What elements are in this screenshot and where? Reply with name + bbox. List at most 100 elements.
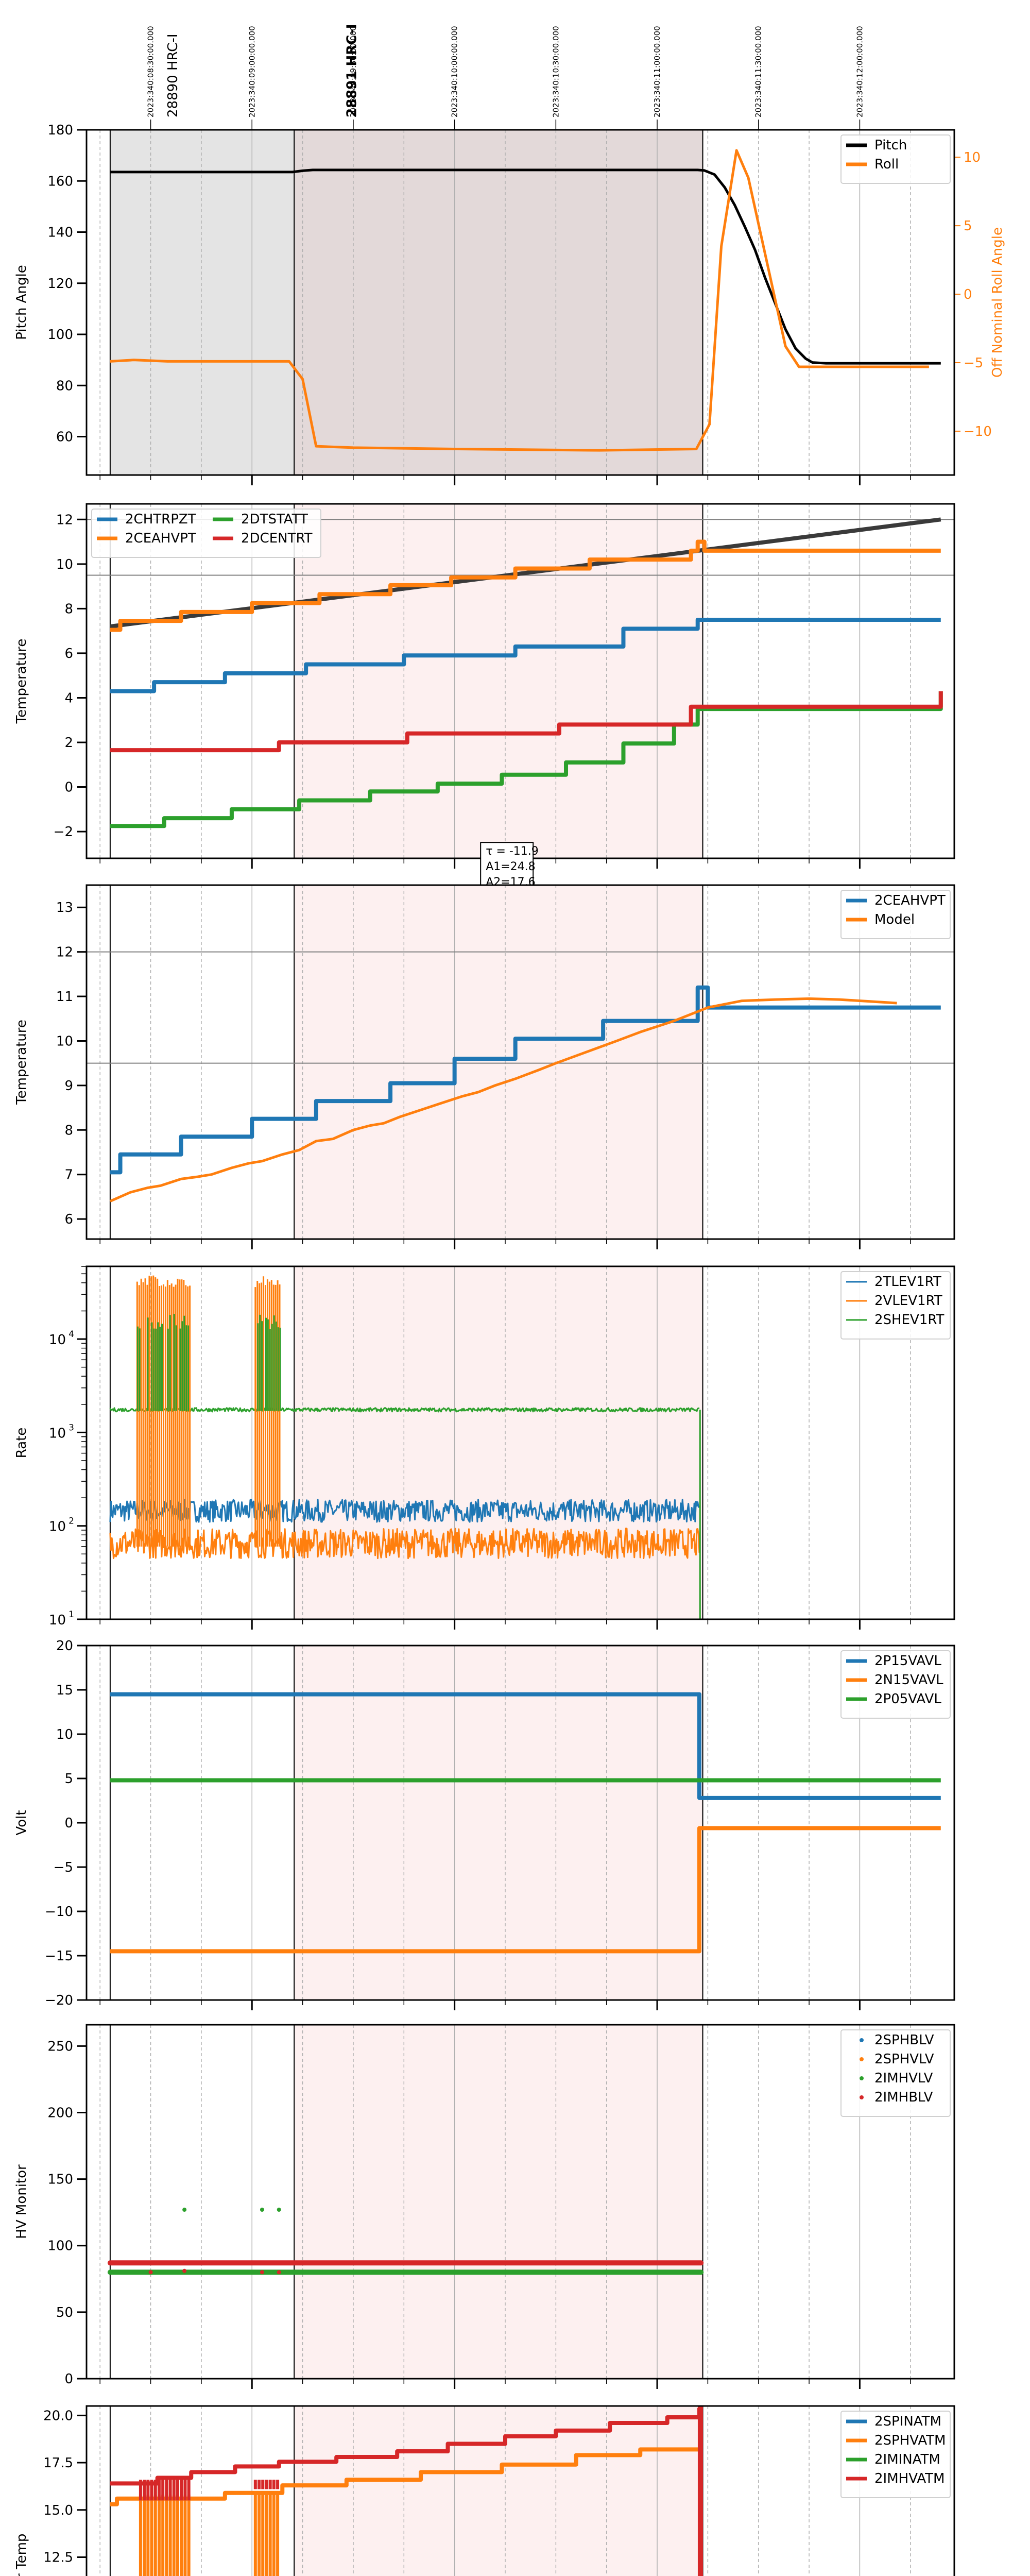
y-tick-label: 9 bbox=[64, 1078, 73, 1094]
y-tick-label: 4 bbox=[64, 690, 73, 706]
series-2CHTRPZT bbox=[110, 618, 941, 693]
legend-box bbox=[840, 1650, 951, 1719]
top-time-label: 2023:340:09:30:00.000 bbox=[349, 26, 358, 117]
annotation-a1: A1=24.8 bbox=[486, 860, 535, 873]
axes-frame bbox=[85, 2405, 955, 2576]
annotation-box bbox=[480, 842, 534, 893]
legend-label: 2VLEV1RT bbox=[874, 1293, 942, 1309]
y-tick-label: −15 bbox=[45, 1948, 73, 1964]
legend-marker bbox=[860, 2057, 864, 2061]
scatter-point bbox=[182, 2207, 187, 2212]
y-tick-label: 6 bbox=[64, 646, 73, 662]
legend: 2SPINATM 2SPHVATM 2IMINATM 2IMHVATM bbox=[840, 2411, 951, 2498]
y-tick-label: 12 bbox=[56, 512, 73, 528]
legend-box bbox=[840, 1271, 951, 1340]
y-tick-label: 140 bbox=[47, 225, 73, 241]
legend-label: 2SPINATM bbox=[874, 2414, 941, 2429]
legend-label: 2CEAHVPT bbox=[874, 893, 946, 908]
legend-box bbox=[840, 2029, 951, 2117]
panel-detector-temp: 2.55.07.510.012.515.017.520.0Detector Te… bbox=[14, 2405, 955, 2576]
y-tick-label: 6 bbox=[64, 1212, 73, 1227]
panel-pitch-roll: −10 −5 0 5 10 Off Nominal Roll Angle 60 80 100 12… bbox=[14, 123, 1005, 485]
y2-tick-label: 0 bbox=[964, 287, 972, 302]
y2-tick-label: −5 bbox=[964, 355, 983, 371]
y-tick-label: 7 bbox=[64, 1167, 73, 1183]
y-tick-label: 20.0 bbox=[43, 2408, 73, 2424]
plot-area bbox=[87, 504, 954, 858]
axes-frame bbox=[85, 1265, 955, 1620]
y-tick-label: 0 bbox=[64, 780, 73, 795]
y-tick-label: −2 bbox=[54, 824, 73, 840]
y-tick-label: 13 bbox=[56, 900, 73, 916]
y-tick-label: −10 bbox=[45, 1904, 73, 1920]
legend-box bbox=[840, 134, 951, 184]
series-2CEAHVPT bbox=[110, 539, 941, 632]
scatter-point bbox=[182, 2268, 187, 2273]
y-tick-label: 0 bbox=[64, 2371, 73, 2387]
obsid-label: 28891 HRC-I bbox=[345, 24, 360, 117]
y-tick-label: 180 bbox=[47, 123, 73, 138]
legend-label: 2SHEV1RT bbox=[874, 1312, 945, 1328]
annotation-tau: τ = -11.9 bbox=[486, 845, 539, 858]
scatter-point bbox=[277, 2207, 281, 2212]
y-tick-label: 17.5 bbox=[43, 2455, 73, 2471]
plot-area bbox=[99, 130, 941, 475]
top-time-label: 2023:340:11:00:00.000 bbox=[653, 26, 662, 117]
series-2IMHVATM bbox=[110, 2408, 701, 2486]
observation-shade-gray bbox=[110, 130, 295, 475]
y-tick-label: 10 bbox=[56, 1033, 73, 1049]
top-time-label: 2023:340:08:30:00.000 bbox=[146, 26, 156, 117]
y-tick-label: 15 bbox=[56, 1683, 73, 1698]
y-tick-label: 10 bbox=[56, 557, 73, 572]
plot-area bbox=[99, 1646, 941, 2000]
top-time-label: 2023:340:10:30:00.000 bbox=[551, 26, 560, 117]
legend-box bbox=[840, 2411, 951, 2498]
obsid-label: 28890 HRC-I bbox=[165, 34, 181, 118]
legend-label: 2DTSTATT bbox=[241, 512, 308, 527]
observation-shade bbox=[294, 1646, 703, 2000]
legend-label: 2SPHBLV bbox=[874, 2032, 934, 2048]
panel-temperature-multi: −2 0 2 4 6 8 10 12 Temperature 2CHTRPZT 2CEAHVPT 2D… bbox=[14, 503, 955, 893]
legend: 2P15VAVL 2N15VAVL 2P05VAVL bbox=[840, 1650, 951, 1719]
y-tick-label: 8 bbox=[64, 601, 73, 617]
legend-label: Pitch bbox=[874, 138, 907, 153]
scatter-point bbox=[260, 2207, 264, 2212]
y2-tick-label: 10 bbox=[964, 150, 981, 165]
y-tick-label: 10 bbox=[49, 1613, 66, 1628]
series-2N15VAVL bbox=[110, 1826, 941, 1954]
y-tick-label: 80 bbox=[56, 378, 73, 394]
scatter-point bbox=[260, 2270, 264, 2275]
y2-axis-label: Off Nominal Roll Angle bbox=[990, 227, 1005, 378]
legend-box bbox=[840, 890, 951, 939]
legend: 2CEAHVPT Model bbox=[840, 890, 951, 939]
y-tick-label: 11 bbox=[56, 989, 73, 1005]
y-tick-label: 200 bbox=[47, 2105, 73, 2121]
top-time-label: 2023:340:11:30:00.000 bbox=[754, 26, 763, 117]
series-2SPHVATM bbox=[110, 2447, 699, 2506]
y-tick-label: −20 bbox=[45, 1993, 73, 2008]
scatter-point bbox=[277, 2270, 281, 2275]
y-tick-label: 100 bbox=[47, 327, 73, 343]
observation-shade-overlap bbox=[294, 130, 703, 475]
top-time-label: 2023:340:09:00:00.000 bbox=[247, 26, 256, 117]
y-axis-label: Temperature bbox=[14, 1020, 29, 1105]
y-tick-label: 0 bbox=[64, 1816, 73, 1831]
legend-label: Roll bbox=[874, 157, 899, 172]
axes-frame bbox=[85, 884, 955, 1240]
y-axis-label: Rate bbox=[14, 1428, 29, 1459]
y-tick-exponent: 2 bbox=[68, 1516, 74, 1527]
legend-label: 2SPHVLV bbox=[874, 2052, 934, 2067]
y-tick-label: 20 bbox=[56, 1638, 73, 1654]
series-2CEAHVPT bbox=[110, 985, 941, 1175]
legend-label: 2IMHBLV bbox=[874, 2090, 933, 2105]
y-axis-label: Temperature bbox=[14, 639, 29, 724]
legend-label: 2CHTRPZT bbox=[125, 512, 196, 527]
y-axis-label: HV Monitor bbox=[14, 2164, 29, 2239]
y-tick-label: 120 bbox=[47, 276, 73, 292]
panel-temperature-model: 6 7 8 9 10 11 12 13 Temperature 2CEAHVPT Model bbox=[14, 884, 955, 1249]
y-tick-label: 10 bbox=[49, 1332, 66, 1348]
y-tick-label: 8 bbox=[64, 1123, 73, 1138]
y-tick-label: 12.5 bbox=[43, 2550, 73, 2565]
axes-frame bbox=[85, 129, 955, 476]
